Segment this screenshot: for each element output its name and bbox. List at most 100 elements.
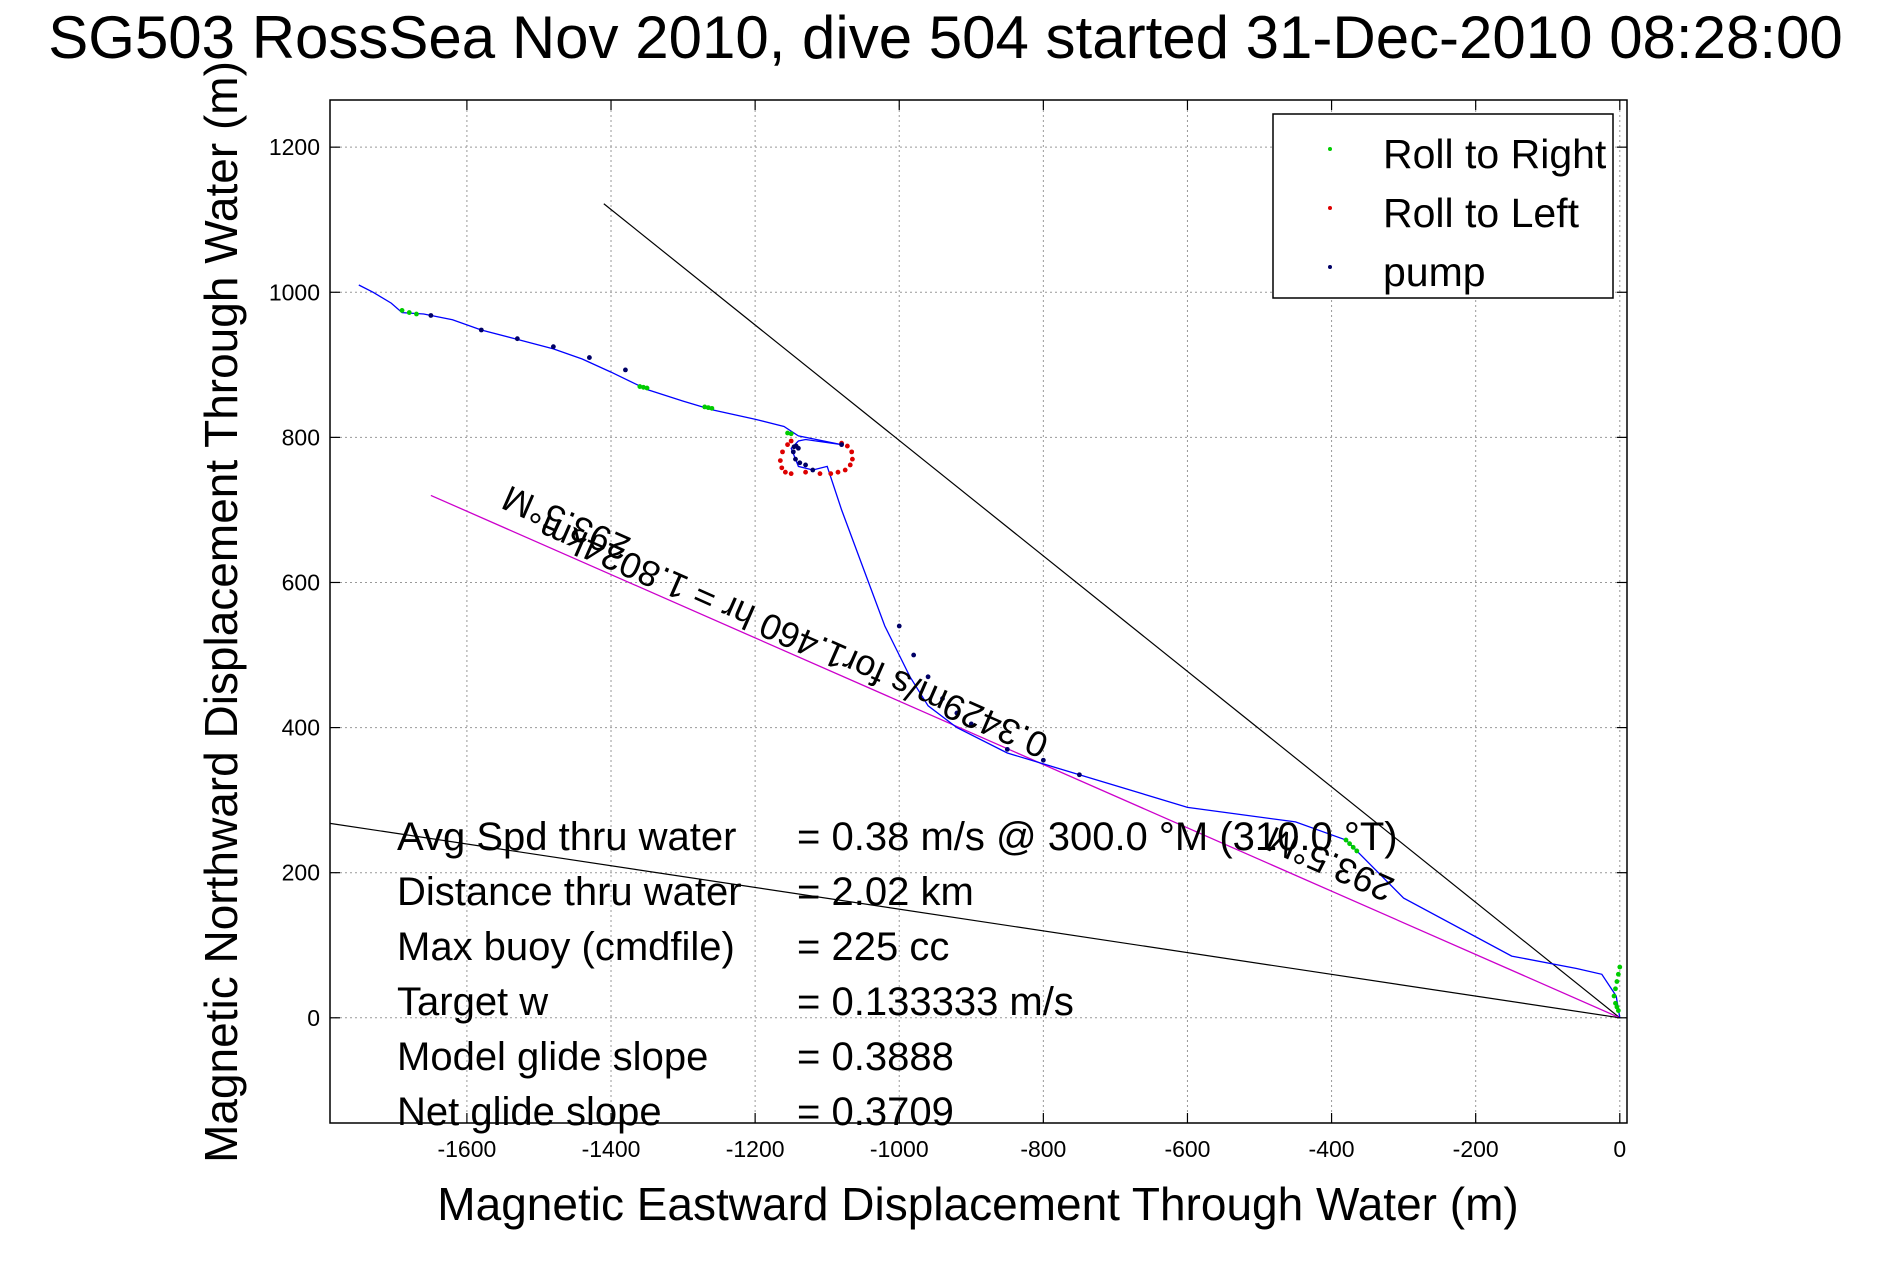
- roll-right-point-22: [399, 308, 405, 313]
- roll-left-point-11: [847, 462, 853, 468]
- roll-right-point-15: [709, 405, 715, 411]
- roll-right-point-10: [1347, 841, 1352, 847]
- stat-label-1: Distance thru water: [397, 870, 742, 914]
- pump-point-22: [478, 327, 484, 333]
- roll-left-point-12: [842, 467, 848, 473]
- pump-point-7: [810, 467, 816, 473]
- stats-block: Avg Spd thru water = 0.38 m/s @ 300.0 °M …: [397, 815, 1398, 1134]
- legend-label-pump: pump: [1383, 249, 1486, 295]
- heading-line: [430, 494, 1621, 1019]
- pump-point-8: [839, 442, 844, 448]
- roll-right-point-5: [1613, 1000, 1618, 1006]
- pump-point-14: [968, 721, 974, 727]
- pump-point-17: [1076, 772, 1082, 778]
- roll-left-point-1: [785, 442, 790, 448]
- roll-right-point-1: [1615, 971, 1621, 977]
- pump-point-5: [797, 460, 803, 466]
- roll-left-point-16: [803, 469, 808, 475]
- roll-right-point-2: [1614, 979, 1620, 984]
- stat-label-3: Target w: [397, 980, 548, 1024]
- roll-right-point-20: [414, 311, 419, 317]
- stat-label-4: Model glide slope: [397, 1035, 708, 1079]
- roll-left-point-8: [844, 443, 850, 449]
- y-tick-label-4: 800: [282, 424, 320, 450]
- pump-point-6: [803, 462, 808, 468]
- x-tick-label-4: -800: [1020, 1136, 1066, 1162]
- pump-point-3: [790, 449, 796, 455]
- stat-value-1: = 2.02 km: [797, 870, 974, 914]
- axis-ticks: -1600 -1400 -1200 -1000 -800 -600 -400 -200 0 0 20…: [269, 100, 1627, 1162]
- roll-left-point-13: [835, 469, 841, 475]
- roll-right-point-19: [785, 430, 790, 436]
- reference-lines: [329, 203, 1621, 1019]
- roll-right-point-14: [637, 384, 643, 389]
- pump-point-21: [514, 336, 520, 342]
- roll-right-point-18: [788, 431, 794, 437]
- x-tick-label-6: -400: [1309, 1136, 1355, 1162]
- plot-frame: [329, 99, 1628, 1124]
- x-tick-label-3: -1000: [870, 1136, 929, 1162]
- roll-right-point-11: [1343, 837, 1349, 843]
- y-tick-label-2: 400: [282, 715, 320, 741]
- pump-point-11: [925, 674, 931, 680]
- pump-point-12: [940, 696, 945, 701]
- roll-right-point-13: [641, 384, 646, 390]
- y-tick-label-0: 0: [307, 1005, 320, 1031]
- y-tick-label-5: 1000: [269, 279, 320, 305]
- roll-left-point-14: [828, 471, 834, 477]
- roll-left-point-3: [777, 458, 783, 463]
- x-tick-label-1: -1400: [582, 1136, 641, 1162]
- roll-left-point-5: [782, 469, 788, 475]
- stat-label-0: Avg Spd thru water: [397, 815, 736, 859]
- stat-value-0: = 0.38 m/s @ 300.0 °M (310.0 °T): [797, 815, 1398, 859]
- x-axis-title: Magnetic Eastward Displacement Through W…: [437, 1178, 1518, 1230]
- roll-right-point-6: [1614, 1004, 1620, 1010]
- legend-marker-roll-left: [1328, 206, 1332, 210]
- roll-left-point-6: [788, 471, 794, 477]
- roll-right-point-21: [406, 310, 412, 315]
- pump-point-15: [1004, 746, 1010, 752]
- pump-point-16: [1040, 757, 1046, 763]
- pump-point-19: [587, 355, 592, 360]
- pump-point-2: [791, 444, 797, 450]
- x-tick-label-8: 0: [1613, 1136, 1626, 1162]
- y-axis-title: Magnetic Northward Displacement Through …: [195, 61, 247, 1163]
- roll-right-point-3: [1613, 986, 1618, 992]
- roll-right-point-17: [702, 404, 708, 410]
- stat-value-4: = 0.3888: [797, 1035, 954, 1079]
- pump-point-13: [954, 710, 960, 716]
- stat-label-5: Net glide slope: [397, 1090, 662, 1134]
- legend-marker-pump: [1328, 265, 1332, 269]
- x-tick-label-0: -1600: [437, 1136, 496, 1162]
- roll-right-point-12: [644, 385, 650, 391]
- roll-right-point-4: [1611, 993, 1617, 999]
- event-points: [399, 308, 1623, 1013]
- legend-label-roll-left: Roll to Left: [1383, 190, 1580, 236]
- roll-left-point-0: [788, 438, 794, 444]
- roll-right-point-9: [1350, 844, 1356, 850]
- roll-left-point-9: [849, 449, 855, 455]
- pump-point-4: [793, 456, 798, 462]
- stat-value-5: = 0.3709: [797, 1090, 954, 1134]
- roll-left-point-10: [850, 456, 855, 462]
- y-tick-label-6: 1200: [269, 134, 320, 160]
- stat-value-2: = 225 cc: [797, 925, 949, 969]
- pump-point-9: [896, 623, 902, 629]
- roll-left-point-2: [780, 449, 785, 455]
- reference-line-0: [603, 203, 1621, 1019]
- x-tick-label-5: -600: [1164, 1136, 1210, 1162]
- x-tick-label-7: -200: [1453, 1136, 1499, 1162]
- roll-left-point-15: [817, 471, 823, 477]
- roll-right-point-8: [1354, 848, 1360, 854]
- stat-label-2: Max buoy (cmdfile): [397, 925, 735, 969]
- legend-marker-roll-right: [1328, 147, 1332, 151]
- chart-title: SG503 RossSea Nov 2010, dive 504 started…: [48, 4, 1843, 71]
- stat-value-3: = 0.133333 m/s: [797, 980, 1074, 1024]
- roll-right-point-0: [1617, 964, 1623, 970]
- pump-point-23: [428, 313, 434, 318]
- pump-point-18: [623, 367, 628, 373]
- reference-line-1: [329, 822, 1620, 1019]
- y-tick-label-3: 600: [282, 569, 320, 595]
- pump-point-20: [550, 344, 556, 350]
